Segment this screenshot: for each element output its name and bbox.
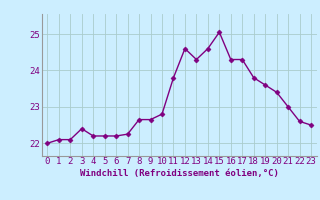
X-axis label: Windchill (Refroidissement éolien,°C): Windchill (Refroidissement éolien,°C)	[80, 169, 279, 178]
